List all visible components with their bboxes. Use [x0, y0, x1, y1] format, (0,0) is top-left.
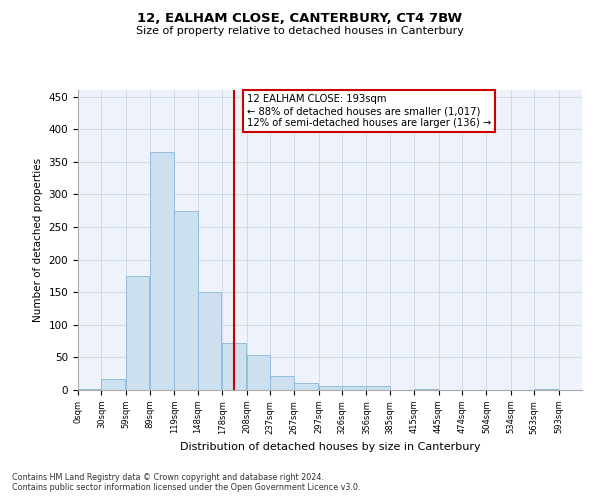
Bar [270, 376, 293, 390]
Bar [534, 388, 557, 390]
Text: Contains public sector information licensed under the Open Government Licence v3: Contains public sector information licen… [12, 484, 361, 492]
Text: Contains HM Land Registry data © Crown copyright and database right 2024.: Contains HM Land Registry data © Crown c… [12, 472, 324, 482]
Bar [198, 292, 221, 390]
Bar [175, 210, 198, 390]
Text: Distribution of detached houses by size in Canterbury: Distribution of detached houses by size … [179, 442, 481, 452]
Bar [367, 386, 390, 390]
Bar [150, 152, 173, 390]
Text: 12 EALHAM CLOSE: 193sqm
← 88% of detached houses are smaller (1,017)
12% of semi: 12 EALHAM CLOSE: 193sqm ← 88% of detache… [247, 94, 491, 128]
Bar [414, 388, 438, 390]
Text: Size of property relative to detached houses in Canterbury: Size of property relative to detached ho… [136, 26, 464, 36]
Bar [342, 386, 365, 390]
Bar [126, 276, 149, 390]
Bar [247, 356, 270, 390]
Y-axis label: Number of detached properties: Number of detached properties [33, 158, 43, 322]
Text: 12, EALHAM CLOSE, CANTERBURY, CT4 7BW: 12, EALHAM CLOSE, CANTERBURY, CT4 7BW [137, 12, 463, 26]
Bar [101, 379, 125, 390]
Bar [319, 386, 342, 390]
Bar [295, 384, 318, 390]
Bar [222, 343, 246, 390]
Bar [78, 388, 101, 390]
